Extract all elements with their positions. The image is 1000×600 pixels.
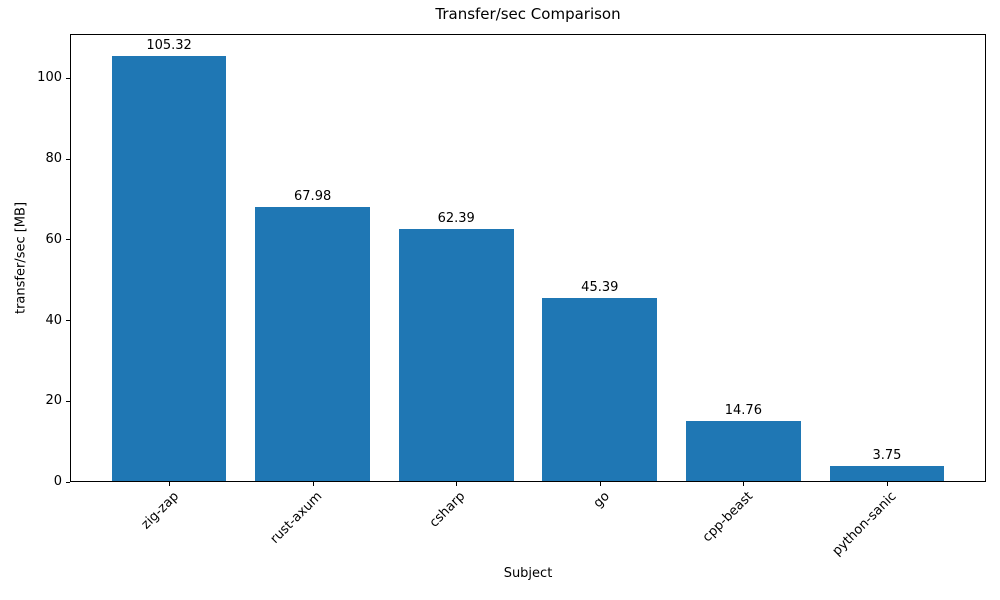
bar-value-label: 67.98	[294, 188, 332, 204]
y-axis-label: transfer/sec [MB]	[13, 201, 29, 315]
x-tick-label: go	[590, 489, 613, 512]
bar-value-label: 105.32	[146, 37, 192, 53]
x-tick-label: csharp	[427, 489, 469, 531]
bar	[398, 229, 514, 481]
bar-value-label: 45.39	[581, 279, 619, 295]
x-tick-mark	[312, 482, 314, 486]
x-tick-mark	[886, 482, 888, 486]
y-tick-mark	[66, 77, 70, 79]
bar	[111, 55, 227, 481]
x-tick-label: python-sanic	[829, 489, 900, 559]
x-axis-label: Subject	[503, 566, 553, 581]
bar-value-label: 62.39	[437, 211, 475, 227]
x-tick-mark	[599, 482, 601, 486]
y-tick-label: 0	[53, 474, 62, 489]
bar	[542, 297, 658, 481]
y-tick-mark	[66, 239, 70, 241]
bar-value-label: 3.75	[872, 447, 902, 463]
x-tick-mark	[169, 482, 171, 486]
x-tick-mark	[456, 482, 458, 486]
bar-value-label: 14.76	[724, 403, 762, 419]
y-tick-label: 80	[45, 151, 62, 167]
chart-title: Transfer/sec Comparison	[435, 5, 621, 23]
y-tick-mark	[66, 158, 70, 160]
x-tick-label: zig-zap	[138, 489, 182, 533]
y-tick-mark	[66, 481, 70, 483]
bar	[685, 421, 801, 481]
y-tick-label: 60	[45, 231, 62, 247]
y-tick-mark	[66, 320, 70, 322]
x-tick-label: rust-axum	[267, 489, 326, 547]
x-tick-label: cpp-beast	[699, 489, 756, 546]
bar	[829, 465, 945, 481]
bar	[255, 206, 371, 481]
y-tick-label: 100	[37, 70, 62, 86]
y-tick-label: 20	[45, 393, 62, 409]
y-tick-label: 40	[45, 312, 62, 328]
x-tick-mark	[743, 482, 745, 486]
y-tick-mark	[66, 400, 70, 402]
